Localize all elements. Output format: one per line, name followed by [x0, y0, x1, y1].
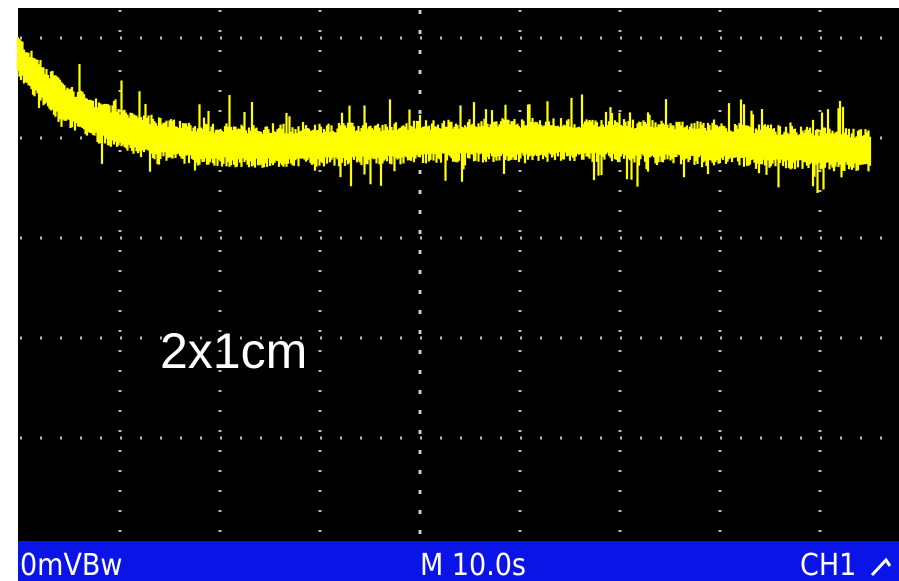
page: 2x1cm 0mVBw M 10.0s CH1 (() => { const d…: [0, 0, 899, 581]
oscilloscope-screenshot: 2x1cm 0mVBw M 10.0s CH1: [0, 0, 899, 581]
screen: [18, 8, 899, 541]
status-right: CH1: [800, 548, 856, 581]
status-center: M 10.0s: [420, 548, 526, 581]
status-left: 0mVBw: [20, 548, 123, 581]
annotation: 2x1cm: [160, 323, 307, 379]
